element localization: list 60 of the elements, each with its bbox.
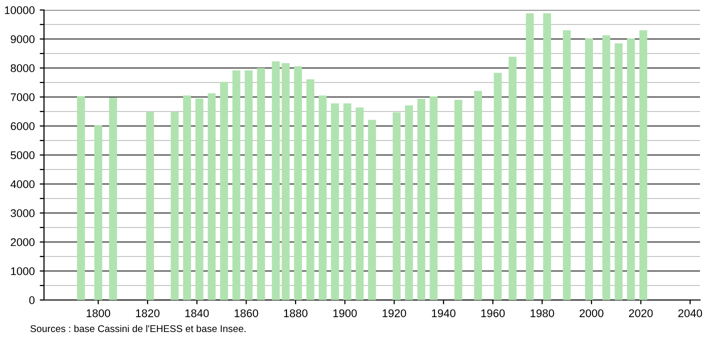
- y-tick-label: 0: [29, 296, 35, 304]
- bar: [257, 68, 265, 300]
- bar: [109, 98, 117, 300]
- bar: [627, 38, 635, 300]
- bar: [170, 112, 179, 300]
- bar: [244, 70, 253, 300]
- bar: [343, 103, 352, 300]
- y-tick-label: 3000: [10, 209, 35, 218]
- bar: [220, 82, 228, 300]
- bar: [318, 96, 327, 300]
- bar: [430, 96, 438, 300]
- bar: [368, 120, 376, 300]
- bar: [94, 125, 102, 300]
- bar: [195, 98, 204, 300]
- x-tick-label: 1920: [382, 309, 406, 318]
- x-tick-label: 1980: [530, 309, 554, 318]
- bar: [356, 107, 364, 300]
- y-tick-label: 6000: [10, 122, 35, 130]
- x-tick-label: 2040: [678, 309, 702, 318]
- bar: [526, 13, 534, 300]
- x-tick-label: 1800: [86, 309, 110, 318]
- bar: [602, 35, 610, 300]
- bar: [77, 96, 85, 300]
- y-tick-label: 7000: [10, 93, 35, 102]
- y-tick-label: 2000: [10, 238, 35, 246]
- x-tick-label: 1840: [185, 309, 209, 318]
- x-tick-label: 1960: [481, 309, 505, 318]
- bar: [183, 96, 191, 300]
- y-tick-label: 8000: [10, 64, 35, 72]
- x-tick-label: 1820: [136, 309, 160, 318]
- bar: [405, 105, 413, 300]
- bar: [232, 70, 240, 300]
- y-tick-label: 10000: [4, 6, 35, 14]
- x-tick-label: 1860: [234, 309, 258, 318]
- bar: [417, 98, 426, 300]
- bar: [392, 112, 401, 300]
- source-note: Sources : base Cassini de l'EHESS et base Insee.: [30, 324, 246, 332]
- bar: [614, 43, 623, 300]
- bar: [639, 30, 648, 300]
- bar: [208, 93, 216, 300]
- x-tick-label: 1900: [333, 309, 357, 318]
- bar: [146, 112, 154, 300]
- bar: [454, 100, 462, 300]
- y-tick-label: 4000: [10, 180, 35, 188]
- bar: [508, 56, 517, 300]
- x-tick-label: 2000: [580, 309, 604, 318]
- bar: [543, 13, 552, 300]
- y-tick-label: 1000: [11, 267, 35, 276]
- bar: [585, 38, 593, 300]
- y-tick-label: 9000: [10, 35, 35, 44]
- x-tick-label: 1940: [432, 309, 456, 318]
- x-tick-label: 2020: [629, 309, 653, 318]
- bar: [294, 66, 302, 300]
- bar: [474, 90, 482, 300]
- y-tick-label: 5000: [10, 151, 35, 160]
- bar: [562, 30, 571, 300]
- bar: [494, 72, 502, 300]
- bar: [331, 103, 339, 300]
- x-tick-label: 1880: [284, 309, 308, 318]
- bar: [306, 79, 314, 300]
